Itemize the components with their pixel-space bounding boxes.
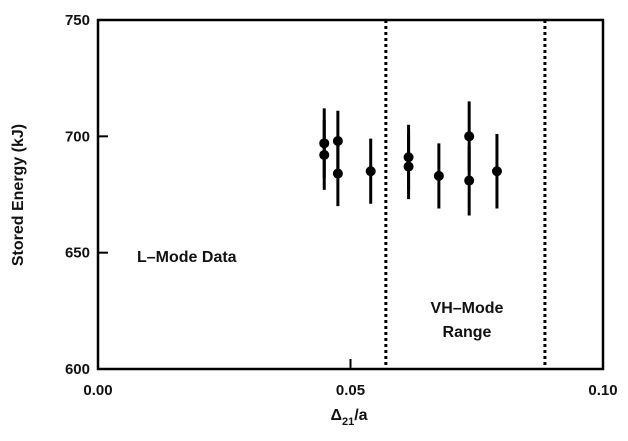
data-point [464,131,475,142]
annotation-l-mode: L–Mode Data [137,249,237,266]
data-point [319,149,330,160]
data-series [319,101,502,216]
x-tick-label: 0.10 [588,382,617,399]
x-tick-label: 0.05 [336,382,365,399]
y-tick-label: 650 [65,245,90,262]
data-point [403,161,414,172]
y-tick-label: 750 [65,12,90,29]
data-point [433,170,444,181]
data-point [491,166,502,177]
data-point [332,168,343,179]
x-tick-label: 0.00 [83,382,112,399]
y-axis-label: Stored Energy (kJ) [10,124,27,266]
y-tick-label: 700 [65,128,90,145]
data-point [365,166,376,177]
plot-area [96,18,605,371]
y-tick-label: 600 [65,361,90,378]
data-point [464,175,475,186]
axes: 600 650 700 750 0.00 0.05 0.10 [65,12,618,399]
x-axis-label: Δ21/a [330,407,367,428]
annotation-vh-mode: VH–Mode [431,300,504,317]
plot-frame [96,18,605,371]
annotation-range: Range [443,324,492,341]
